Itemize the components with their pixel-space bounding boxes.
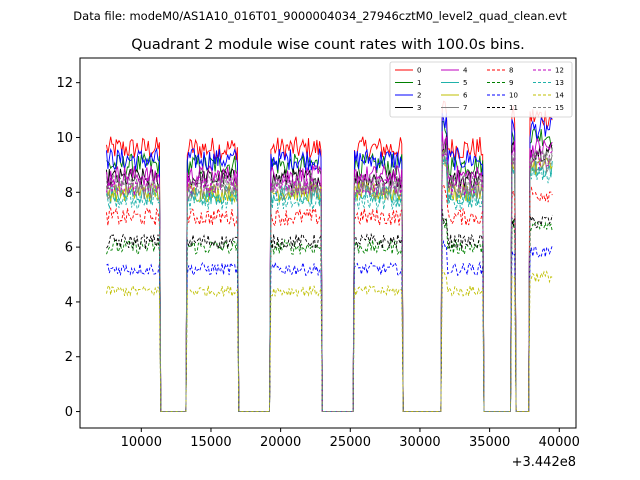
legend-label: 4: [463, 67, 468, 75]
series-line-12: [106, 148, 553, 413]
legend-label: 12: [555, 67, 564, 75]
series-line-15: [106, 141, 553, 413]
legend-label: 9: [509, 79, 513, 87]
x-tick-label: 20000: [260, 435, 301, 450]
legend-label: 1: [417, 79, 421, 87]
y-tick-label: 12: [56, 76, 73, 91]
legend-label: 8: [509, 67, 513, 75]
legend-label: 3: [417, 104, 421, 112]
y-tick-label: 6: [65, 241, 73, 256]
x-tick-label: 25000: [330, 435, 371, 450]
plot-frame: [79, 57, 577, 429]
y-tick-label: 0: [65, 405, 73, 420]
series-layer: [106, 100, 553, 413]
x-tick-label: 10000: [121, 435, 162, 450]
y-tick-label: 2: [65, 350, 73, 365]
x-tick-label: 15000: [190, 435, 231, 450]
legend-label: 6: [463, 92, 468, 100]
y-tick-label: 4: [65, 295, 73, 310]
x-offset-label: +3.442e8: [512, 455, 576, 470]
legend-label: 2: [417, 92, 421, 100]
y-tick-label: 8: [65, 186, 73, 201]
series-line-8: [106, 183, 553, 413]
x-axis: 10000 15000 20000 25000 30000 35000 40000: [121, 428, 580, 450]
legend-label: 13: [555, 79, 564, 87]
legend-label: 14: [555, 92, 564, 100]
y-tick-label: 10: [56, 131, 73, 146]
legend-box: [389, 61, 573, 118]
legend-label: 0: [417, 67, 421, 75]
legend-label: 15: [555, 104, 564, 112]
x-tick-label: 35000: [469, 435, 510, 450]
figure-suptitle: Data file: modeM0/AS1A10_016T01_90000040…: [73, 9, 567, 23]
legend-label: 10: [509, 92, 518, 100]
legend-label: 7: [463, 104, 467, 112]
legend-label: 5: [463, 79, 467, 87]
chart-title: Quadrant 2 module wise count rates with …: [131, 37, 525, 53]
y-axis: 0 2 4 6 8 10 12: [56, 76, 80, 420]
x-tick-label: 40000: [539, 435, 580, 450]
x-tick-label: 30000: [399, 435, 440, 450]
legend-label: 11: [509, 104, 518, 112]
